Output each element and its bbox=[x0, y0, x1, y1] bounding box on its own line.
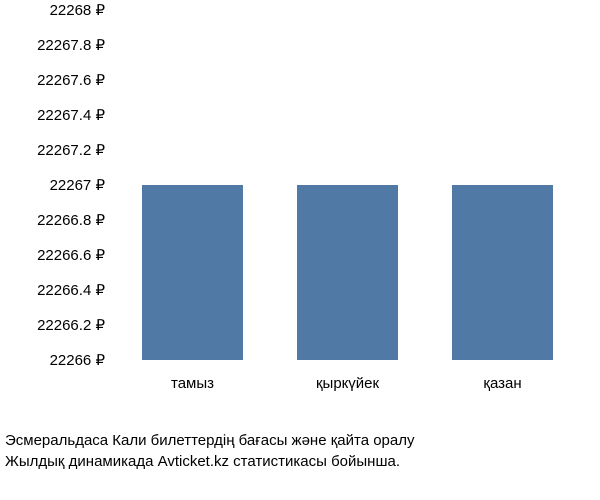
bar bbox=[142, 185, 243, 360]
y-axis: 22268 ₽22267.8 ₽22267.6 ₽22267.4 ₽22267.… bbox=[0, 10, 110, 360]
caption-line-1: Эсмеральдаса Кали билеттердің бағасы жән… bbox=[5, 430, 414, 451]
chart-caption: Эсмеральдаса Кали билеттердің бағасы жән… bbox=[5, 430, 414, 472]
plot-area bbox=[115, 10, 580, 360]
y-tick-label: 22268 ₽ bbox=[50, 1, 105, 19]
y-tick-label: 22266.6 ₽ bbox=[37, 246, 105, 264]
y-tick-label: 22266.2 ₽ bbox=[37, 316, 105, 334]
bar bbox=[452, 185, 553, 360]
x-tick-label: тамыз bbox=[171, 375, 214, 392]
y-tick-label: 22267.2 ₽ bbox=[37, 141, 105, 159]
x-tick-label: қазан bbox=[483, 375, 521, 392]
y-tick-label: 22267.4 ₽ bbox=[37, 106, 105, 124]
y-tick-label: 22266.8 ₽ bbox=[37, 211, 105, 229]
y-tick-label: 22266 ₽ bbox=[50, 351, 105, 369]
caption-line-2: Жылдық динамикада Avticket.kz статистика… bbox=[5, 451, 414, 472]
y-tick-label: 22267.6 ₽ bbox=[37, 71, 105, 89]
bar-chart: 22268 ₽ 22267.8 ₽ 22267.6 ₽ 22267.4 ₽ 22267.… bbox=[0, 0, 600, 420]
y-tick-label: 22267 ₽ bbox=[50, 176, 105, 194]
bar bbox=[297, 185, 398, 360]
x-axis: тамыз қыркүйек қазан bbox=[115, 370, 580, 400]
x-tick-label: қыркүйек bbox=[316, 375, 379, 392]
y-tick-label: 22267.8 ₽ bbox=[37, 36, 105, 54]
y-tick-label: 22266.4 ₽ bbox=[37, 281, 105, 299]
